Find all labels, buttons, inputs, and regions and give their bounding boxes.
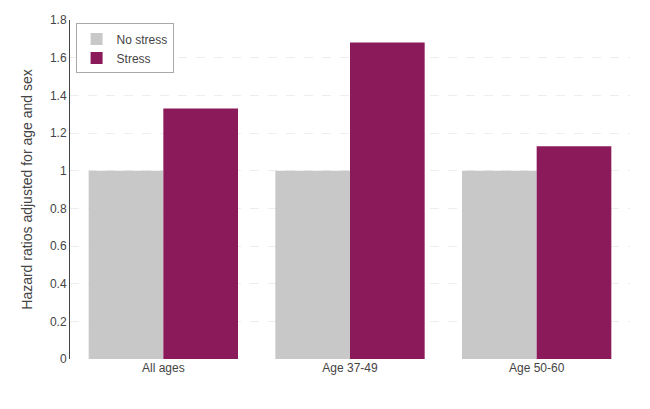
svg-text:0: 0 bbox=[60, 352, 67, 366]
svg-text:1.4: 1.4 bbox=[50, 89, 67, 103]
svg-text:0.6: 0.6 bbox=[50, 239, 67, 253]
svg-text:0.2: 0.2 bbox=[50, 315, 67, 329]
svg-text:0.8: 0.8 bbox=[50, 202, 67, 216]
svg-text:1.2: 1.2 bbox=[50, 126, 67, 140]
svg-text:No stress: No stress bbox=[117, 33, 168, 47]
svg-text:1.6: 1.6 bbox=[50, 51, 67, 65]
svg-text:1.8: 1.8 bbox=[50, 13, 67, 27]
svg-text:1: 1 bbox=[60, 164, 67, 178]
svg-text:Stress: Stress bbox=[117, 52, 151, 66]
svg-text:All ages: All ages bbox=[142, 361, 185, 375]
svg-text:Hazard ratios adjusted for age: Hazard ratios adjusted for age and sex bbox=[19, 69, 35, 309]
svg-text:Age 50-60: Age 50-60 bbox=[509, 361, 565, 375]
svg-text:0.4: 0.4 bbox=[50, 277, 67, 291]
svg-text:Age 37-49: Age 37-49 bbox=[322, 361, 378, 375]
